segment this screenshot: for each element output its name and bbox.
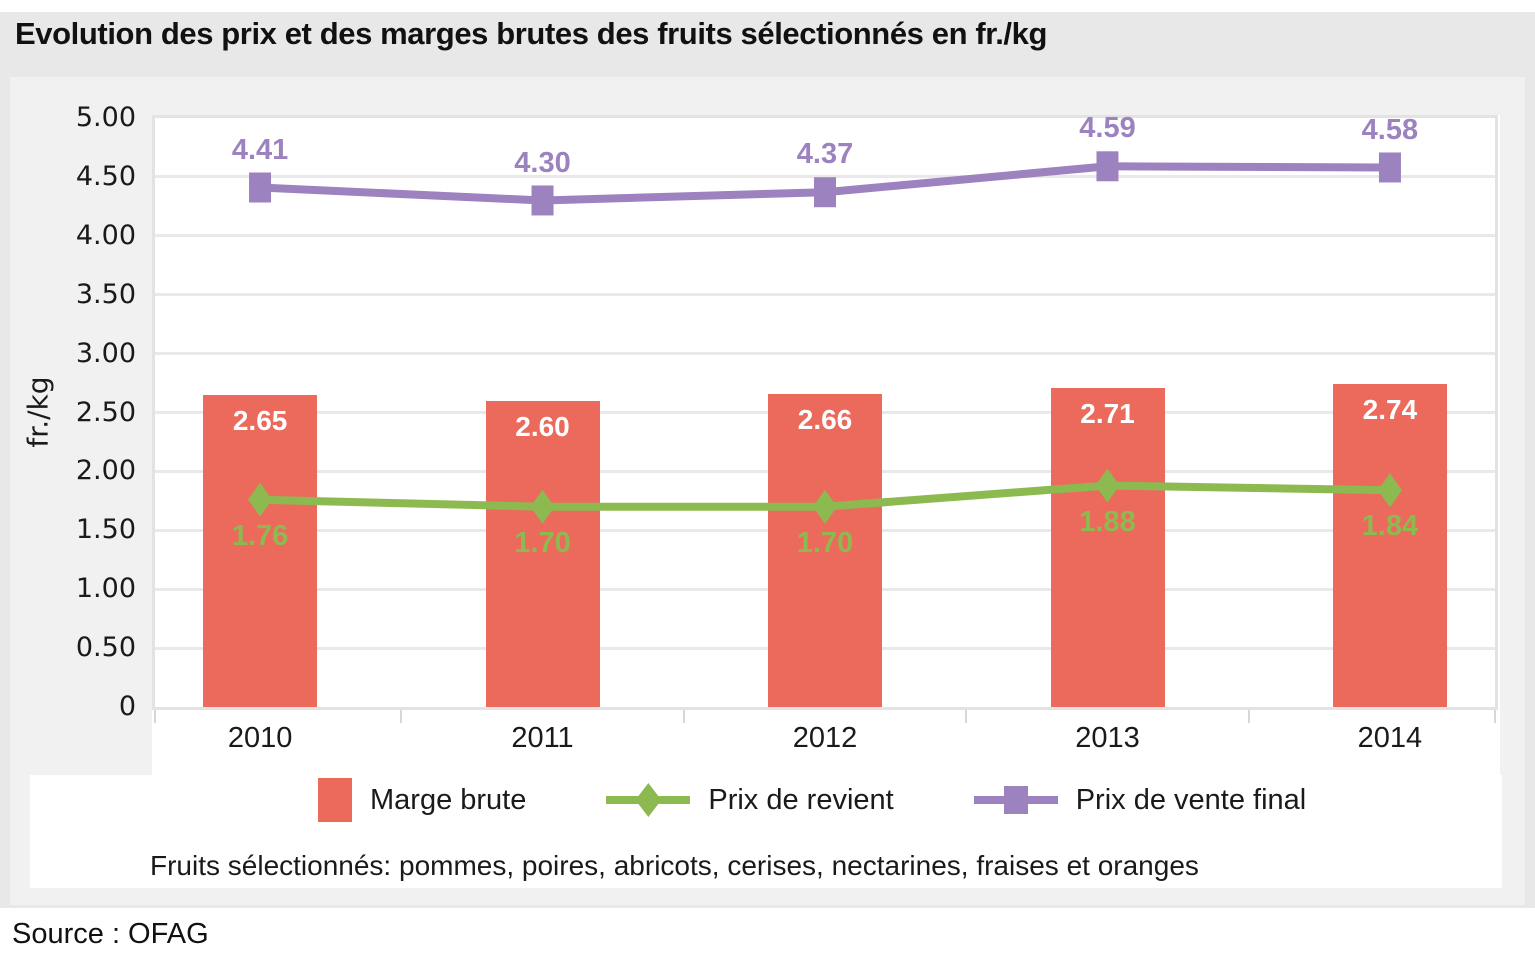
gridline xyxy=(155,175,1495,179)
plot-area: 2.65 2.60 2.66 2.71 2.74 1.76 1.70 1.70 1.88 1.84… xyxy=(152,112,1498,710)
square-marker xyxy=(1096,151,1119,182)
bar xyxy=(203,394,318,707)
bar xyxy=(1332,384,1447,707)
bar-data-label: 2.74 xyxy=(1362,394,1418,426)
legend-item-prix-de-revient: Prix de revient xyxy=(606,783,894,817)
x-tick-label: 2010 xyxy=(227,722,293,754)
bar-data-label: 2.71 xyxy=(1080,397,1135,429)
bar xyxy=(1050,387,1165,707)
line-data-label: 1.76 xyxy=(231,519,289,552)
square-marker xyxy=(249,172,272,203)
line-data-label: 1.88 xyxy=(1079,505,1136,538)
diamond-marker xyxy=(1377,473,1402,508)
line-data-label: 1.70 xyxy=(796,526,854,559)
diamond-marker xyxy=(1095,468,1120,503)
line-series-layer xyxy=(248,151,1402,524)
bar-data-label: 2.65 xyxy=(232,404,288,436)
legend-item-marge-brute: Marge brute xyxy=(318,778,526,822)
line-data-label: 4.37 xyxy=(796,138,854,171)
y-tick-label: 5.00 xyxy=(75,102,136,133)
bar xyxy=(485,400,600,707)
x-axis-tick xyxy=(400,710,403,723)
x-tick-label: 2013 xyxy=(1075,722,1140,754)
diamond-marker xyxy=(530,489,555,524)
y-tick-label: 4.00 xyxy=(75,219,136,251)
y-tick-label: 3.00 xyxy=(75,337,136,369)
source-line: Source : OFAG xyxy=(12,918,209,950)
bar-data-label: 2.60 xyxy=(515,410,570,442)
diamond-marker-icon xyxy=(635,783,662,817)
square-marker xyxy=(1378,152,1401,183)
legend: Marge brute Prix de revient Prix de vent… xyxy=(318,778,1306,822)
line-data-label: 4.58 xyxy=(1361,113,1419,146)
x-tick-label: 2014 xyxy=(1357,722,1423,754)
bar xyxy=(768,393,882,707)
legend-item-prix-de-vente-final: Prix de vente final xyxy=(973,783,1307,817)
chart-title: Evolution des prix et des marges brutes … xyxy=(15,16,1048,51)
line-data-label: 4.30 xyxy=(514,146,571,179)
x-tick-label: 2012 xyxy=(792,722,858,754)
y-tick-label: 4.50 xyxy=(75,160,136,192)
gridline xyxy=(155,352,1495,356)
x-axis-tick xyxy=(1247,710,1250,723)
bar-swatch-icon xyxy=(318,778,352,822)
diamond-marker xyxy=(248,482,273,517)
square-marker xyxy=(531,185,554,216)
y-tick-label: 0.50 xyxy=(75,632,136,664)
footnote: Fruits sélectionnés: pommes, poires, abr… xyxy=(150,850,1199,881)
line-diamond-swatch-icon xyxy=(606,783,691,817)
line-data-label: 4.41 xyxy=(231,133,289,166)
line-square-swatch-icon xyxy=(973,786,1058,814)
y-tick-label: 0 xyxy=(118,691,136,722)
line-data-label: 1.84 xyxy=(1361,510,1419,543)
x-axis-tick xyxy=(154,710,156,723)
y-tick-label: 2.00 xyxy=(75,455,136,487)
bar-data-label: 2.66 xyxy=(797,403,853,435)
diamond-marker xyxy=(813,489,837,524)
y-tick-label: 3.50 xyxy=(75,278,136,310)
square-marker xyxy=(814,177,836,208)
y-tick-label: 2.50 xyxy=(75,396,136,428)
line-data-label: 1.70 xyxy=(514,526,571,559)
y-axis-title: fr./kg xyxy=(21,376,55,448)
legend-label-prix-de-vente-final: Prix de vente final xyxy=(1075,783,1307,816)
legend-label-marge-brute: Marge brute xyxy=(370,783,527,816)
gridline xyxy=(155,293,1495,297)
y-tick-label: 1.00 xyxy=(75,573,136,605)
x-axis-tick xyxy=(682,710,685,723)
y-tick-label: 1.50 xyxy=(75,514,136,546)
legend-label-prix-de-revient: Prix de revient xyxy=(708,783,894,816)
x-tick-label: 2011 xyxy=(511,722,574,754)
legend-white-region xyxy=(30,775,1502,888)
x-axis-tick xyxy=(965,710,968,723)
line-data-label: 4.59 xyxy=(1079,112,1136,145)
x-axis-tick xyxy=(1494,710,1496,723)
gridline xyxy=(155,234,1495,238)
square-marker-icon xyxy=(1003,786,1028,814)
